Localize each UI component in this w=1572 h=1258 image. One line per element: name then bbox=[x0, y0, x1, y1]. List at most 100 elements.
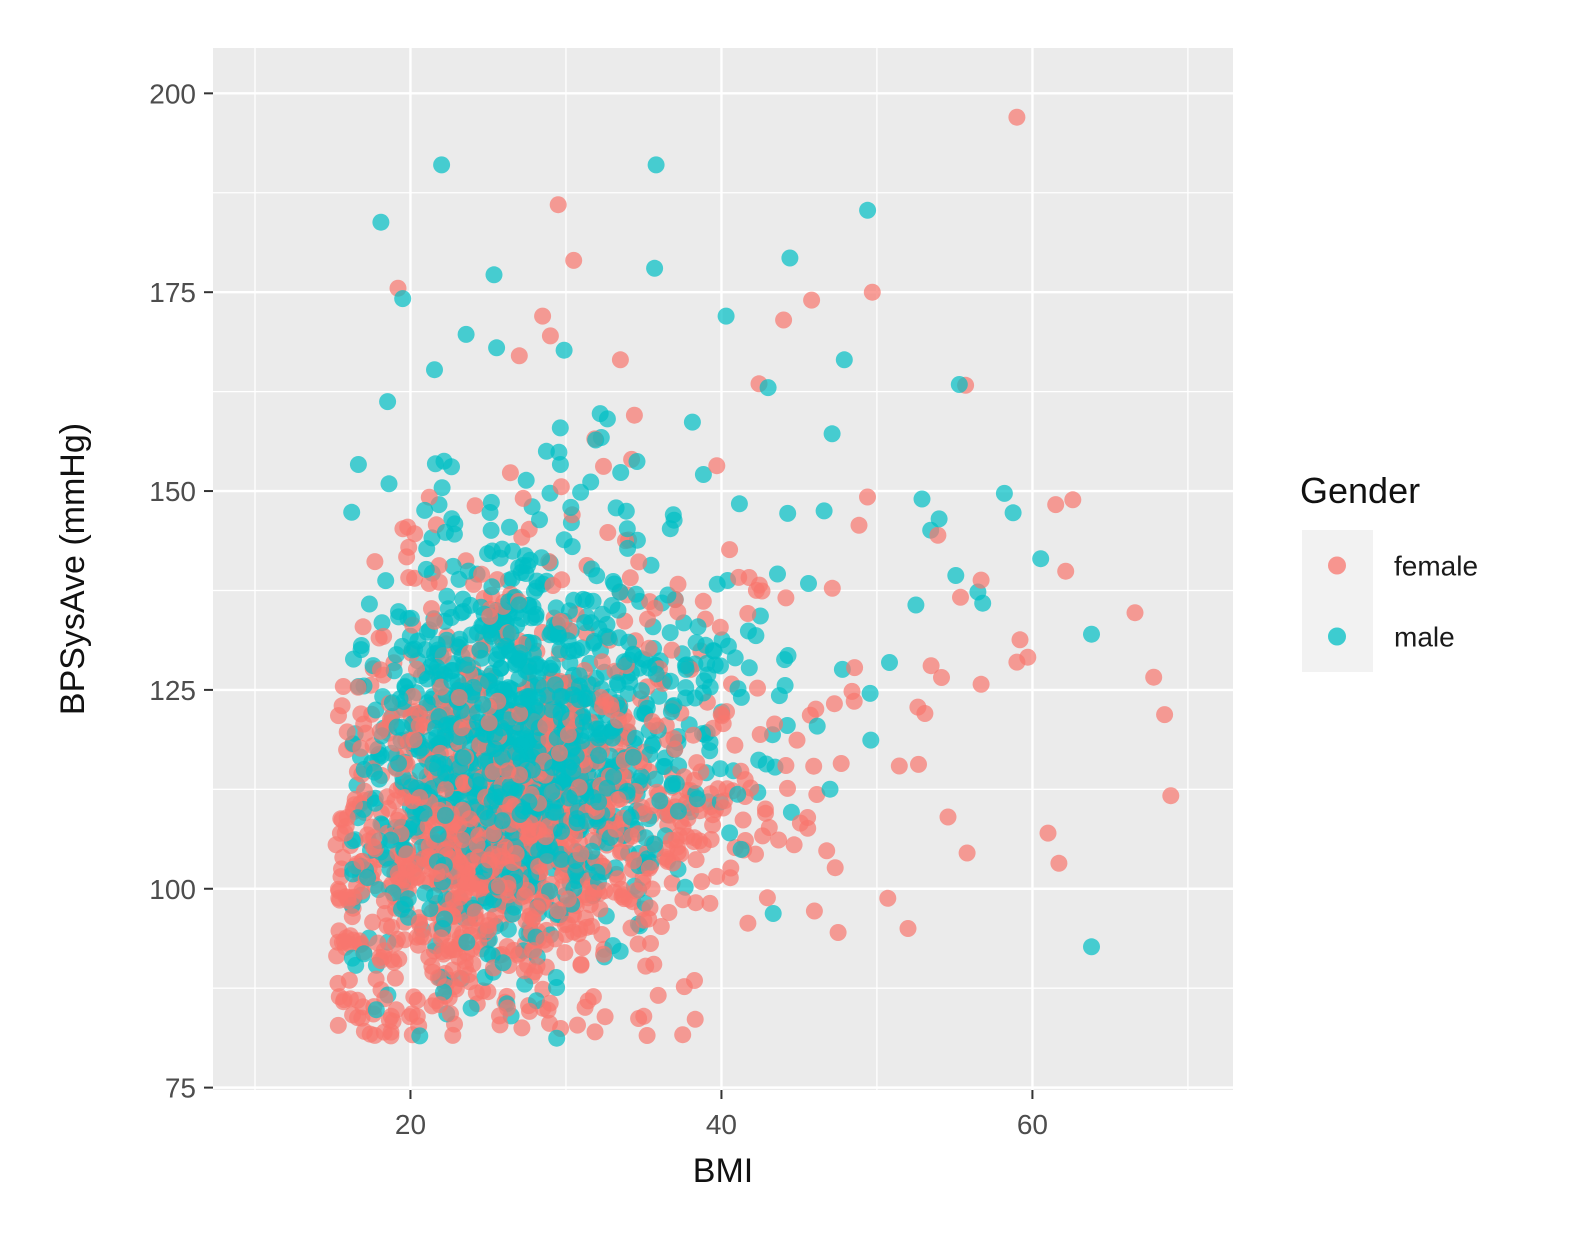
data-point-female bbox=[1008, 653, 1026, 671]
data-point-female bbox=[1050, 854, 1068, 872]
data-point-male bbox=[646, 259, 664, 277]
data-point-female bbox=[444, 941, 462, 958]
data-point-male bbox=[640, 659, 658, 677]
data-point-female bbox=[726, 736, 744, 754]
data-point-male bbox=[429, 641, 447, 659]
data-point-female bbox=[365, 829, 383, 847]
data-point-male bbox=[585, 632, 603, 650]
data-point-female bbox=[596, 1008, 614, 1026]
data-point-male bbox=[930, 510, 948, 528]
data-point-male bbox=[708, 575, 726, 593]
data-point-female bbox=[663, 874, 681, 892]
data-point-male bbox=[552, 850, 570, 868]
data-point-female bbox=[593, 926, 611, 943]
data-point-male bbox=[861, 684, 879, 702]
data-point-female bbox=[591, 900, 609, 918]
data-point-male bbox=[764, 905, 782, 922]
data-point-male bbox=[622, 808, 640, 826]
data-point-female bbox=[1064, 491, 1082, 509]
data-point-female bbox=[513, 1019, 531, 1037]
data-point-male bbox=[544, 758, 562, 776]
data-point-female bbox=[420, 488, 438, 506]
data-point-female bbox=[685, 771, 703, 789]
data-point-female bbox=[513, 528, 531, 546]
data-point-female bbox=[405, 988, 423, 1006]
data-point-female bbox=[431, 996, 449, 1014]
data-point-female bbox=[553, 866, 571, 884]
data-point-male bbox=[511, 806, 529, 823]
data-point-male bbox=[555, 531, 573, 549]
data-point-male bbox=[380, 475, 398, 493]
data-point-female bbox=[592, 689, 610, 706]
data-point-male bbox=[1004, 504, 1022, 522]
data-point-male bbox=[650, 687, 668, 705]
data-point-male bbox=[546, 676, 564, 694]
data-point-male bbox=[605, 768, 623, 786]
data-point-male bbox=[661, 624, 679, 642]
y-tick-label: 100 bbox=[149, 874, 196, 905]
data-point-female bbox=[367, 970, 385, 988]
data-point-female bbox=[890, 757, 908, 775]
data-point-male bbox=[565, 642, 583, 660]
data-point-female bbox=[910, 755, 927, 773]
data-point-male bbox=[379, 393, 397, 411]
data-point-male bbox=[974, 594, 992, 612]
data-point-male bbox=[609, 601, 627, 619]
data-point-female bbox=[721, 541, 739, 559]
data-point-female bbox=[406, 569, 424, 587]
data-point-male bbox=[590, 746, 608, 764]
data-point-male bbox=[359, 869, 377, 886]
data-point-male bbox=[467, 772, 485, 790]
data-point-female bbox=[640, 639, 658, 657]
data-point-female bbox=[758, 889, 776, 907]
data-point-female bbox=[559, 890, 577, 908]
data-point-female bbox=[1162, 787, 1180, 805]
data-point-male bbox=[548, 1029, 566, 1047]
data-point-female bbox=[541, 1014, 558, 1032]
data-point-female bbox=[375, 627, 393, 645]
data-point-female bbox=[622, 919, 640, 937]
data-point-female bbox=[437, 780, 455, 798]
data-point-female bbox=[826, 859, 844, 877]
data-point-male bbox=[627, 729, 645, 747]
data-point-female bbox=[535, 931, 553, 949]
data-point-female bbox=[629, 935, 647, 953]
data-point-female bbox=[766, 715, 784, 733]
data-point-male bbox=[611, 583, 629, 601]
data-point-female bbox=[424, 963, 442, 981]
data-point-female bbox=[711, 618, 729, 636]
data-point-male bbox=[608, 674, 626, 692]
data-point-female bbox=[579, 992, 597, 1010]
data-point-male bbox=[770, 687, 788, 705]
data-point-female bbox=[570, 778, 588, 796]
x-tick-label: 60 bbox=[1017, 1109, 1048, 1140]
y-axis-ticks: 75 100 125 150 175 200 bbox=[149, 78, 213, 1104]
data-point-male bbox=[483, 627, 501, 645]
data-point-female bbox=[739, 605, 757, 622]
data-point-female bbox=[404, 688, 422, 705]
data-point-female bbox=[770, 831, 788, 849]
data-point-male bbox=[547, 599, 565, 617]
data-point-female bbox=[649, 986, 667, 1004]
data-point-male bbox=[511, 644, 529, 662]
data-point-male bbox=[699, 666, 717, 684]
data-point-female bbox=[933, 669, 950, 686]
data-point-male bbox=[481, 504, 499, 521]
data-point-male bbox=[907, 596, 925, 614]
data-point-male bbox=[416, 501, 434, 519]
data-point-male bbox=[458, 656, 476, 674]
data-point-male bbox=[390, 754, 407, 772]
data-point-male bbox=[428, 659, 446, 676]
data-point-female bbox=[489, 692, 507, 710]
data-point-male bbox=[355, 945, 373, 963]
data-point-male bbox=[394, 290, 412, 308]
data-point-female bbox=[444, 890, 462, 908]
data-point-female bbox=[646, 599, 664, 617]
data-point-male bbox=[823, 425, 841, 443]
data-point-male bbox=[443, 672, 461, 690]
data-point-male bbox=[732, 840, 750, 858]
data-point-male bbox=[759, 379, 777, 397]
data-point-female bbox=[501, 464, 519, 482]
data-point-male bbox=[510, 670, 528, 688]
data-point-male bbox=[493, 540, 511, 558]
